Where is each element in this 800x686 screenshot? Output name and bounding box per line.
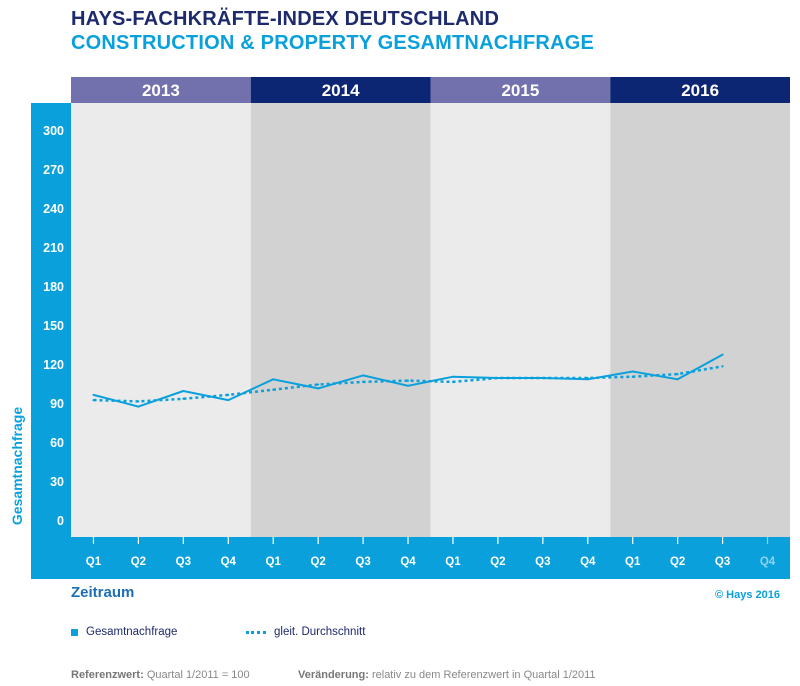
series-1-point [676,378,679,381]
series-1-point [182,390,185,392]
series-1-point [362,374,365,377]
year-header-2016 [610,77,790,103]
series-1-point [721,353,724,356]
x-tick-label: Q3 [176,556,191,568]
legend-label-series1: Gesamtnachfrage [86,626,178,638]
x-tick-label: Q2 [670,556,685,568]
series-2-point [451,380,454,383]
footnote-reference: Referenzwert: Quartal 1/2011 = 100 [71,669,250,681]
x-axis-strip [31,537,790,579]
y-axis-label: Gesamtnachfrage [9,406,25,526]
series-2-point [92,399,95,402]
series-1-point [317,387,320,390]
series-2-point [137,400,140,403]
x-tick-label: Q3 [355,556,370,568]
series-2-point [586,377,589,379]
x-tick-label: Q1 [445,556,461,568]
footnote-ref-value: Quartal 1/2011 = 100 [146,669,250,681]
y-tick-label: 30 [50,475,64,489]
x-tick-label: Q4 [221,556,237,568]
series-line-2 [93,365,723,403]
footnote-change: Veränderung: relativ zu dem Referenzwert… [298,669,596,681]
chart-subtitle: CONSTRUCTION & PROPERTY GESAMTNACHFRAGE [71,32,595,54]
y-tick-label: 270 [43,163,64,177]
year-label-2013: 2013 [142,81,180,100]
x-tick-label: Q1 [86,556,102,568]
x-tick-label: Q2 [131,556,146,568]
year-band-2015 [430,103,611,537]
year-band-2014 [250,103,431,537]
series-2-point [676,373,679,376]
x-tick-label: Q2 [490,556,505,568]
x-tick-label: Q2 [310,556,325,568]
year-header-2015 [430,77,611,103]
y-axis-strip [31,103,71,579]
y-tick-label: 0 [57,514,64,528]
year-label-2016: 2016 [681,81,719,100]
series-1-point [92,393,95,396]
legend-item-series1: Gesamtnachfrage [71,626,177,638]
year-band-2016 [610,103,790,537]
year-label-2014: 2014 [322,81,360,100]
y-tick-label: 60 [50,436,64,450]
series-1-point [137,405,140,408]
x-tick-label: Q4 [760,556,776,568]
series-1-point [407,384,410,387]
year-header-2014 [250,77,431,103]
series-1-point [451,375,454,378]
legend-swatch-solid [71,628,78,636]
series-2-point [721,365,724,368]
year-band-2013 [71,103,251,537]
series-2-point [362,380,365,383]
copyright: © Hays 2016 [715,589,780,601]
x-tick-label: Q4 [400,556,416,568]
x-tick-label: Q4 [580,556,596,568]
x-tick-label: Q3 [715,556,730,568]
series-1-point [272,378,275,381]
series-1-point [227,399,230,402]
y-tick-label: 150 [43,319,64,333]
y-tick-label: 300 [43,124,64,138]
series-2-point [182,397,185,400]
series-2-point [496,377,499,379]
x-tick-label: Q1 [625,556,641,568]
series-2-point [317,383,320,386]
series-2-point [631,375,634,378]
x-axis-label: Zeitraum [71,584,135,601]
series-1-point [631,370,634,373]
series-2-point [272,388,275,391]
footnote-change-label: Veränderung: [298,669,369,681]
footnote-ref-label: Referenzwert: [71,669,144,681]
y-tick-label: 120 [43,358,64,372]
year-header-2013 [71,77,251,103]
y-tick-label: 90 [50,397,64,411]
chart-title: HAYS-FACHKRÄFTE-INDEX DEUTSCHLAND [71,8,500,30]
footnote-change-value: relativ zu dem Referenzwert in Quartal 1… [371,669,596,681]
legend-swatch-dotted [246,630,266,634]
y-tick-label: 210 [43,241,64,255]
series-2-point [407,379,410,382]
series-2-point [541,377,544,379]
x-tick-label: Q3 [535,556,550,568]
legend-item-series2: gleit. Durchschnitt [246,626,365,638]
legend-label-series2: gleit. Durchschnitt [274,626,366,638]
series-2-point [227,393,230,396]
x-tick-label: Q1 [266,556,282,568]
y-tick-label: 240 [43,202,64,216]
year-label-2015: 2015 [501,81,539,100]
y-tick-label: 180 [43,280,64,294]
